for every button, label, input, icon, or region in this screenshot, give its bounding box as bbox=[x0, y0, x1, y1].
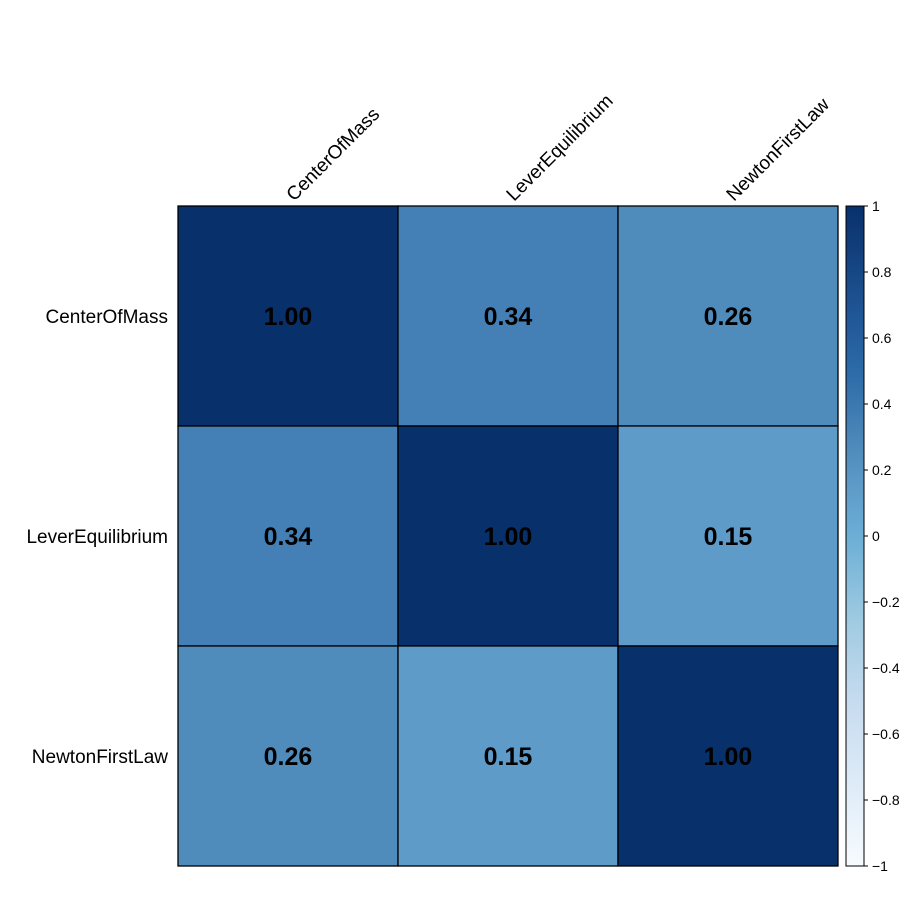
column-label: CenterOfMass bbox=[283, 104, 384, 205]
colorbar-tick-label: 0.6 bbox=[872, 330, 892, 346]
colorbar-tick-label: 0 bbox=[872, 528, 880, 544]
cell-value-label: 0.15 bbox=[704, 523, 753, 551]
heatmap-cell bbox=[617, 425, 839, 647]
row-label: LeverEquilibrium bbox=[26, 527, 168, 548]
cell-value-label: 1.00 bbox=[484, 523, 533, 551]
colorbar-tick-label: −0.8 bbox=[872, 792, 900, 808]
colorbar-tick-label: 0.8 bbox=[872, 264, 892, 280]
heatmap-cell bbox=[617, 645, 839, 867]
cell-value-label: 0.26 bbox=[704, 303, 753, 331]
column-labels: CenterOfMass LeverEquilibrium NewtonFirstL… bbox=[283, 91, 834, 206]
cell-value-label: 1.00 bbox=[704, 743, 753, 771]
colorbar-tick-label: 0.4 bbox=[872, 396, 892, 412]
colorbar-tick-label: −1 bbox=[872, 858, 888, 874]
row-label: CenterOfMass bbox=[46, 307, 168, 328]
heatmap-cells: 1.00 0.34 0.26 0.34 1.00 0.15 0.26 0.15 1.00 bbox=[177, 205, 839, 867]
heatmap-cell bbox=[617, 205, 839, 427]
colorbar-tick-label: −0.2 bbox=[872, 594, 900, 610]
heatmap-cell bbox=[397, 425, 619, 647]
column-label: NewtonFirstLaw bbox=[723, 94, 834, 205]
colorbar-gradient bbox=[845, 205, 865, 867]
colorbar: 1 0.8 0.6 0.4 0.2 0 −0.2 −0.4 −0.6 −0.8 −1 bbox=[845, 198, 900, 874]
cell-value-label: 0.34 bbox=[264, 523, 313, 551]
colorbar-tick-label: −0.4 bbox=[872, 660, 900, 676]
cell-value-label: 0.26 bbox=[264, 743, 313, 771]
colorbar-tick-label: −0.6 bbox=[872, 726, 900, 742]
row-labels: CenterOfMass LeverEquilibrium NewtonFirstL… bbox=[26, 307, 168, 768]
column-label: LeverEquilibrium bbox=[503, 91, 618, 206]
heatmap-cell bbox=[397, 205, 619, 427]
cell-value-label: 0.34 bbox=[484, 303, 533, 331]
cell-value-label: 0.15 bbox=[484, 743, 533, 771]
row-label: NewtonFirstLaw bbox=[32, 747, 168, 768]
heatmap-cell bbox=[397, 645, 619, 867]
heatmap-cell bbox=[177, 645, 399, 867]
colorbar-tick-label: 0.2 bbox=[872, 462, 892, 478]
heatmap-cell bbox=[177, 425, 399, 647]
heatmap-cell bbox=[177, 205, 399, 427]
colorbar-tick-label: 1 bbox=[872, 198, 880, 214]
cell-value-label: 1.00 bbox=[264, 303, 313, 331]
